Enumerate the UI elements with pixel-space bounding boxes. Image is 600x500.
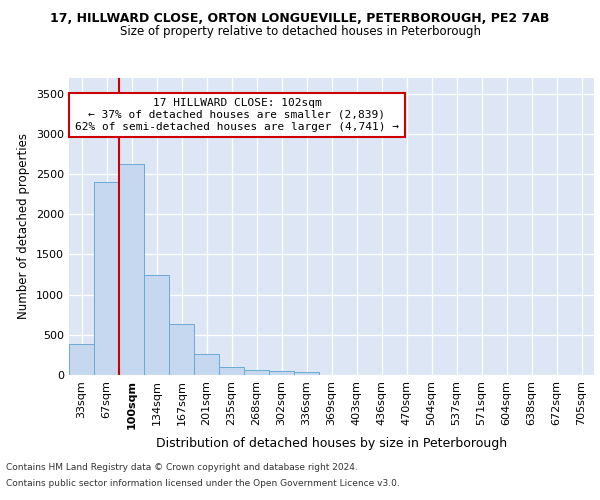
Bar [69,344,94,375]
Text: Contains public sector information licensed under the Open Government Licence v3: Contains public sector information licen… [6,478,400,488]
Text: Contains HM Land Registry data © Crown copyright and database right 2024.: Contains HM Land Registry data © Crown c… [6,464,358,472]
Bar [269,370,294,375]
Bar [244,370,269,375]
Text: 17, HILLWARD CLOSE, ORTON LONGUEVILLE, PETERBOROUGH, PE2 7AB: 17, HILLWARD CLOSE, ORTON LONGUEVILLE, P… [50,12,550,26]
Bar [169,324,194,375]
Text: Size of property relative to detached houses in Peterborough: Size of property relative to detached ho… [119,25,481,38]
Bar [294,372,319,375]
Bar [119,164,144,375]
Bar [194,354,219,375]
Y-axis label: Number of detached properties: Number of detached properties [17,133,31,320]
Bar [219,368,244,375]
Text: 17 HILLWARD CLOSE: 102sqm
← 37% of detached houses are smaller (2,839)
62% of se: 17 HILLWARD CLOSE: 102sqm ← 37% of detac… [75,98,399,132]
Bar [94,182,119,375]
X-axis label: Distribution of detached houses by size in Peterborough: Distribution of detached houses by size … [156,437,507,450]
Bar [144,276,169,375]
